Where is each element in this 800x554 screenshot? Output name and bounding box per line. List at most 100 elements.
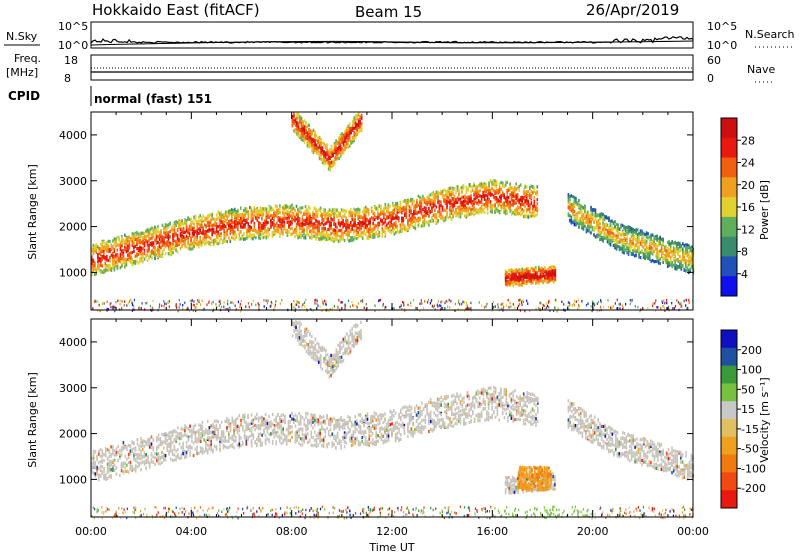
power-cell — [414, 205, 417, 209]
power-cell — [458, 207, 460, 211]
power-cell — [223, 224, 225, 229]
power-cell — [187, 230, 189, 234]
power-cell — [139, 241, 141, 245]
power-cell — [632, 229, 634, 233]
power-cell — [94, 246, 96, 251]
power-cell — [199, 242, 201, 246]
power-cell — [614, 234, 616, 238]
power-cell — [389, 224, 391, 228]
power-cell — [679, 265, 681, 269]
power-cell — [352, 217, 355, 221]
power-cell — [659, 249, 661, 253]
power-cell — [395, 221, 397, 225]
power-cell — [429, 200, 432, 204]
power-cell — [298, 206, 301, 210]
power-cell — [431, 192, 433, 196]
power-cell — [164, 233, 167, 237]
power-cell — [306, 207, 308, 212]
power-cell — [224, 239, 227, 243]
power-cell — [384, 206, 387, 210]
power-cell — [336, 151, 339, 155]
power-cell — [173, 228, 176, 232]
power-cell — [143, 252, 146, 256]
power-cell — [407, 219, 409, 223]
power-cell — [128, 244, 131, 248]
power-cell — [133, 232, 135, 236]
power-cell — [483, 182, 486, 186]
power-cell — [615, 222, 618, 226]
power-cell — [480, 198, 483, 202]
power-cell — [252, 233, 254, 237]
power-cell — [277, 230, 280, 234]
power-cell — [152, 241, 155, 245]
power-cell — [567, 206, 570, 210]
power-cell — [329, 164, 331, 168]
power-cell — [480, 185, 483, 189]
power-cell — [252, 237, 254, 241]
power-cell — [261, 211, 263, 215]
power-cell — [377, 227, 379, 231]
power-cell — [267, 235, 269, 239]
power-cell — [624, 237, 627, 241]
power-cell — [590, 214, 592, 218]
power-cell — [166, 232, 168, 236]
power-cell — [124, 265, 126, 269]
power-cell — [516, 210, 519, 214]
power-cell — [482, 193, 484, 198]
power-cell — [115, 237, 117, 241]
power-cell — [691, 261, 693, 265]
power-cell — [479, 194, 481, 198]
power-cell — [620, 237, 622, 242]
power-cell — [642, 252, 645, 256]
power-cell — [675, 267, 678, 271]
power-cell — [494, 179, 496, 183]
power-cell — [127, 257, 129, 261]
power-cell — [247, 222, 250, 226]
power-cell — [155, 230, 158, 234]
power-cell — [202, 219, 204, 223]
power-cell — [131, 240, 134, 244]
power-cell — [157, 229, 159, 233]
power-cell — [303, 137, 306, 141]
power-cell — [241, 216, 244, 220]
power-cell — [349, 221, 352, 225]
power-cell — [515, 201, 517, 205]
power-cell — [110, 267, 113, 271]
power-cell — [333, 228, 335, 233]
power-cell — [299, 135, 301, 140]
power-cell — [605, 225, 607, 229]
power-cell — [322, 228, 325, 232]
power-cell — [609, 224, 612, 228]
power-cell — [446, 193, 448, 197]
power-cell — [645, 235, 648, 239]
power-cell — [352, 223, 355, 227]
power-cell — [416, 198, 418, 202]
power-cell — [591, 212, 594, 216]
power-cell — [440, 200, 442, 204]
power-cell — [243, 231, 245, 236]
power-cell — [229, 212, 232, 216]
power-cell — [152, 231, 155, 235]
power-cell — [330, 238, 332, 242]
power-cell — [533, 201, 536, 205]
power-cell — [659, 261, 661, 266]
power-cell — [209, 242, 212, 247]
power-cell — [176, 242, 179, 247]
power-cell — [259, 236, 262, 240]
power-cell — [510, 191, 513, 195]
power-cell — [329, 166, 331, 170]
power-cell — [344, 148, 346, 152]
power-cell — [169, 229, 171, 234]
power-cell — [321, 141, 324, 145]
power-cell — [513, 212, 516, 216]
power-cell — [647, 253, 649, 257]
power-cell — [185, 219, 188, 223]
power-cell — [349, 230, 352, 234]
power-cell — [215, 222, 218, 226]
power-cell — [273, 232, 275, 237]
power-cell — [253, 221, 256, 226]
power-cell — [250, 219, 253, 223]
power-cell — [196, 238, 198, 242]
power-cell — [259, 211, 262, 215]
power-cell — [347, 128, 349, 133]
